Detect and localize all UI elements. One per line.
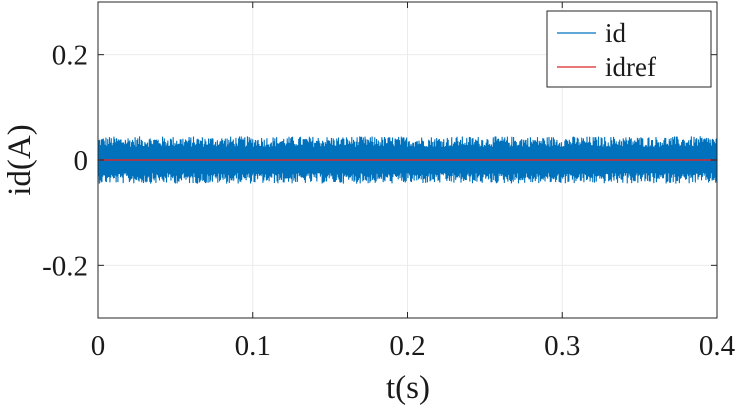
series-id-line [97, 136, 718, 184]
axes-layer [97, 1, 718, 319]
y-tick-label-1: 0 [74, 145, 89, 177]
legend-label-id: id [605, 18, 627, 48]
x-tick-label-1: 0.1 [235, 330, 271, 362]
legend-label-idref: idref [605, 52, 656, 82]
x-tick-label-3: 0.3 [544, 330, 580, 362]
legend: id idref [546, 10, 712, 88]
x-axis-label: t(s) [386, 370, 430, 406]
legend-box [546, 10, 712, 88]
y-axis-label: id(A) [2, 124, 38, 195]
x-tick-label-2: 0.2 [389, 330, 425, 362]
y-tick-label-2: 0.2 [52, 40, 88, 72]
data-layer [97, 136, 718, 184]
x-tick-label-0: 0 [91, 330, 106, 362]
y-tick-label-0: -0.2 [42, 250, 88, 282]
ticks-layer: 0 0.1 0.2 0.3 0.4 -0.2 0 0.2 [42, 40, 736, 362]
x-tick-label-4: 0.4 [699, 330, 736, 362]
